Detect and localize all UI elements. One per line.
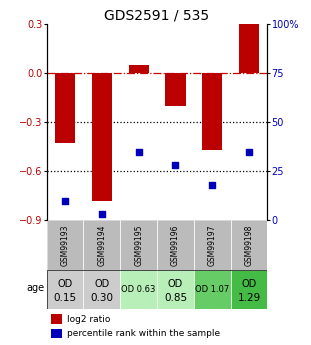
Bar [120,270,157,309]
Point [210,182,215,188]
Bar [83,220,120,270]
Bar [47,220,83,270]
Bar [165,73,186,106]
Bar [51,314,62,324]
Bar [194,270,231,309]
Text: 0.85: 0.85 [164,293,187,303]
Text: GSM99195: GSM99195 [134,225,143,266]
Text: OD: OD [58,279,73,289]
Title: GDS2591 / 535: GDS2591 / 535 [104,9,210,23]
Bar [128,65,149,73]
Bar [157,220,194,270]
Text: GSM99198: GSM99198 [244,225,253,266]
Bar [231,220,267,270]
Text: 1.29: 1.29 [237,293,261,303]
Text: GSM99197: GSM99197 [208,225,217,266]
Text: OD: OD [168,279,183,289]
Point [63,198,67,204]
Text: log2 ratio: log2 ratio [67,315,110,324]
Bar [51,329,62,338]
Bar [55,73,75,144]
Text: percentile rank within the sample: percentile rank within the sample [67,329,220,338]
Bar [202,73,222,150]
Point [247,149,252,155]
Point [136,149,141,155]
Bar [194,220,231,270]
Text: OD: OD [241,279,257,289]
Text: 0.15: 0.15 [53,293,77,303]
Bar [231,270,267,309]
Text: GSM99196: GSM99196 [171,225,180,266]
Bar [47,270,83,309]
Text: OD 1.07: OD 1.07 [195,285,230,294]
Point [99,211,104,217]
Bar [92,73,112,201]
Bar [83,270,120,309]
Bar [120,220,157,270]
Text: OD: OD [94,279,109,289]
Text: 0.30: 0.30 [91,293,113,303]
Point [173,162,178,168]
Text: GSM99193: GSM99193 [61,225,70,266]
Bar [239,24,259,73]
Text: age: age [27,283,45,293]
Bar [157,270,194,309]
Text: GSM99194: GSM99194 [97,225,106,266]
Text: OD 0.63: OD 0.63 [122,285,156,294]
